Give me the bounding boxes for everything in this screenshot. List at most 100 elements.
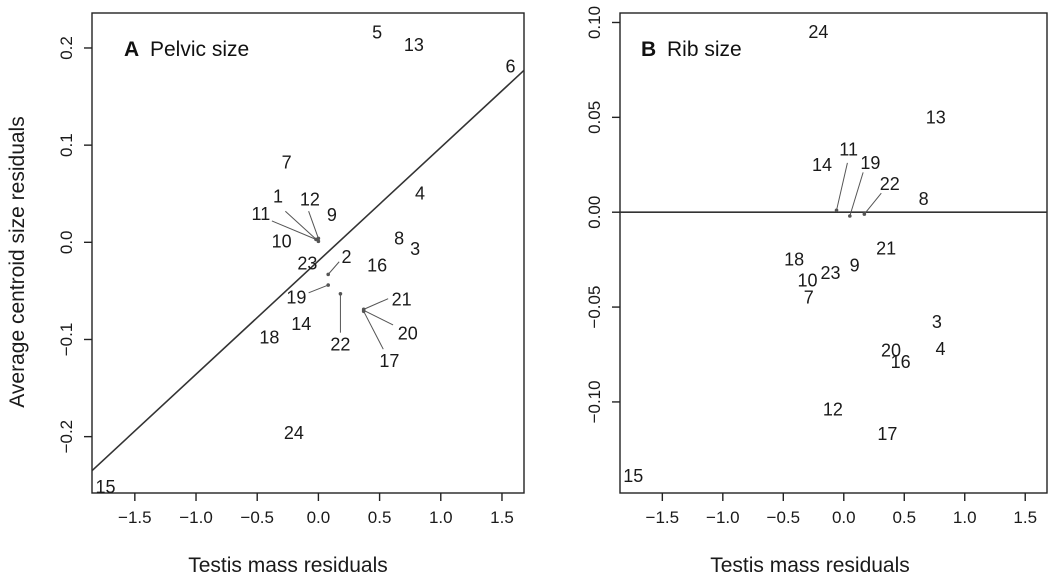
panel-a-x-tick-label: 1.0 (429, 508, 453, 527)
panel-a-leader-point (361, 309, 366, 314)
panel-b-point-label: 12 (823, 400, 843, 420)
panel-b-x-tick-label: 0.0 (832, 508, 856, 527)
panel-a-point-label: 17 (379, 351, 399, 371)
panel-b-leader-line (836, 162, 848, 211)
panel-a-leader-line (363, 311, 384, 350)
panel-b-rib-size: B Rib size Testis mass residuals −1.5 −1.… (585, 6, 1048, 577)
panel-a-leader-point (338, 292, 343, 296)
panel-a-y-tick-label: 0.0 (57, 230, 76, 254)
panel-b-x-tick-label: −1.5 (646, 508, 680, 527)
panel-a-y-tick-label: −0.1 (57, 323, 76, 357)
panel-a-point-label: 6 (506, 56, 516, 76)
panel-a-point-label: 11 (252, 204, 271, 224)
panel-b-point-label: 20 (881, 341, 901, 361)
panel-b-title: Rib size (667, 38, 742, 61)
panel-b-leader-point (848, 214, 852, 218)
panel-a-leader-line (363, 298, 389, 310)
panel-b-leader-line (863, 192, 882, 215)
panel-b-point-label: 23 (820, 263, 840, 283)
panel-b-point-label: 22 (880, 174, 900, 194)
panel-b-point-label: 21 (876, 238, 896, 258)
panel-b-x-tick-label: 1.0 (953, 508, 977, 527)
panel-a-point-label: 22 (330, 334, 350, 354)
panel-a-leader-point (326, 272, 330, 277)
panel-a-x-axis-title: Testis mass residuals (188, 554, 388, 577)
panel-b-x-tick-label: 0.5 (892, 508, 916, 527)
panel-a-point-label: 4 (415, 184, 425, 204)
panel-a-point-label: 12 (300, 190, 320, 210)
panel-b-point-label: 17 (877, 424, 897, 444)
panel-b-y-tick-label: −0.05 (585, 286, 604, 329)
panel-a-point-label: 13 (404, 35, 424, 55)
panel-a-y-tick-label: 0.2 (57, 36, 76, 60)
panel-b-leader-line (849, 172, 864, 217)
panel-a-leader-line (327, 261, 340, 275)
panel-a-fit-line (91, 69, 525, 472)
panel-a-x-tick-label: 0.0 (307, 508, 331, 527)
panel-a-point-label: 19 (286, 288, 306, 308)
panel-b-y-tick-label: −0.10 (585, 380, 604, 423)
panel-b-y-tick-label: 0.00 (585, 196, 604, 229)
panel-a-leader-line (285, 210, 319, 242)
panel-b-y-tick-label: 0.05 (585, 101, 604, 134)
panel-a-point-label: 21 (392, 290, 412, 310)
panel-b-leader-point (862, 212, 867, 216)
panel-a-leader-point (316, 236, 321, 241)
panel-a-leader-line (308, 284, 329, 294)
panel-a-leader-point (326, 283, 330, 287)
panel-a-leader-line (271, 220, 317, 240)
panel-b-point-label: 10 (797, 271, 817, 291)
panel-b-point-label: 13 (926, 107, 946, 127)
panel-a-point-label: 7 (282, 153, 292, 173)
panel-a-point-label: 8 (394, 228, 404, 248)
panel-b-y-tick-label: 0.10 (585, 6, 604, 39)
panel-a-x-tick-label: −0.5 (240, 508, 274, 527)
panel-b-x-axis-title: Testis mass residuals (710, 554, 910, 577)
panel-a-point-label: 15 (95, 477, 115, 497)
panel-b-point-label: 16 (891, 352, 911, 372)
panel-b-point-label: 18 (784, 250, 804, 270)
panel-a-y-tick-label: −0.2 (57, 420, 76, 454)
panel-a-point-label: 14 (291, 314, 311, 334)
panel-a-plot-frame (91, 12, 525, 494)
panel-a-y-axis-title: Average centroid size residuals (6, 116, 29, 407)
panel-b-leader-point (834, 208, 839, 213)
panel-a-point-label: 9 (327, 205, 337, 225)
panel-a-leader-point (316, 239, 321, 244)
panel-b-letter: B (641, 38, 656, 61)
panel-b-point-label: 19 (860, 153, 880, 173)
panel-a-x-tick-label: 0.5 (368, 508, 392, 527)
panel-a-title: Pelvic size (150, 38, 249, 61)
panel-a-leader-line (308, 211, 319, 239)
panel-a-leader-line (363, 309, 394, 326)
panel-b-plot-frame (619, 12, 1048, 494)
panel-b-point-label: 3 (932, 312, 942, 332)
panel-b-point-label: 9 (850, 255, 860, 275)
panel-a-point-label: 2 (342, 247, 352, 267)
panel-b-point-label: 8 (919, 189, 929, 209)
panel-a-point-label: 1 (273, 187, 283, 207)
panel-a-point-label: 3 (410, 239, 420, 259)
panel-b-point-label: 7 (804, 288, 814, 308)
panel-b-x-tick-label: 1.5 (1013, 508, 1037, 527)
panel-a-pelvic-size: A Pelvic size Testis mass residuals Aver… (6, 12, 525, 577)
panel-b-x-tick-label: −1.0 (706, 508, 740, 527)
panel-a-point-label: 5 (372, 22, 382, 42)
panel-b-point-label: 24 (808, 22, 828, 42)
panel-a-point-label: 20 (398, 324, 418, 344)
panel-a-point-label: 10 (272, 231, 292, 251)
panel-b-point-label: 15 (623, 466, 643, 486)
panel-a-y-tick-label: 0.1 (57, 133, 76, 157)
panel-a-x-tick-label: −1.5 (118, 508, 152, 527)
panel-b-point-label: 11 (839, 140, 858, 160)
panel-b-x-tick-label: −0.5 (767, 508, 801, 527)
panel-a-point-label: 23 (297, 254, 317, 274)
panel-b-point-label: 14 (812, 155, 832, 175)
panel-a-point-label: 18 (259, 328, 279, 348)
panel-a-x-tick-label: 1.5 (490, 508, 514, 527)
panel-a-point-label: 24 (284, 423, 304, 443)
panel-a-letter: A (124, 38, 139, 61)
panel-a-x-tick-label: −1.0 (179, 508, 213, 527)
panel-a-point-label: 16 (367, 256, 387, 276)
